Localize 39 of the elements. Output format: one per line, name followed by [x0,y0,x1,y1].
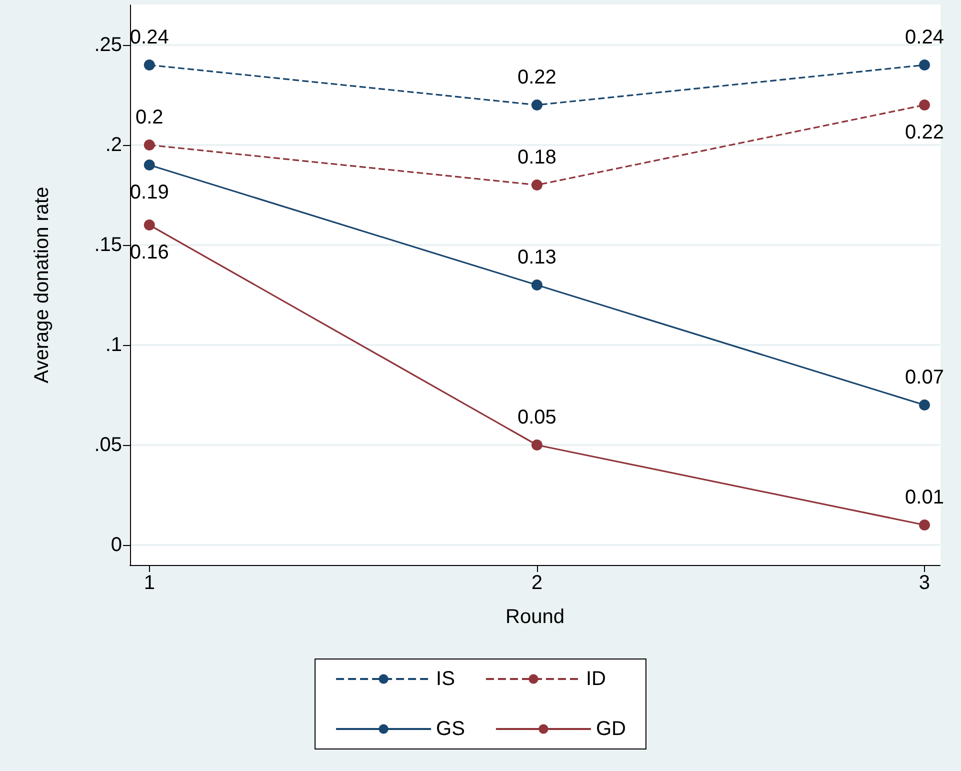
data-label: 0.13 [517,246,556,268]
data-label: 0.2 [135,106,164,128]
data-label: 0.05 [517,406,556,428]
y-tick-label: .25 [94,34,122,56]
point [144,60,155,70]
x-tick-label: 2 [531,572,542,594]
point [531,280,542,290]
y-tick-label: .1 [105,334,122,356]
legend-label: ID [586,668,606,690]
data-label: 0.19 [130,182,169,204]
y-axis-title: Average donation rate [31,186,53,384]
point [144,160,155,170]
y-tick-label: .2 [105,134,122,156]
y-tick-label: 0 [110,534,122,556]
point [531,180,542,190]
point [919,400,930,410]
data-label: 0.24 [905,26,944,48]
y-tick-label: .05 [94,434,122,456]
data-label: 0.22 [517,66,556,88]
point [531,440,542,450]
x-axis-title: Round [506,606,564,628]
point [919,60,930,70]
legend-label: GD [596,718,626,740]
legend-label: IS [436,668,455,690]
point [919,520,930,530]
point [144,220,155,230]
x-tick-label: 1 [144,572,155,594]
data-label: 0.01 [905,486,944,508]
data-label: 0.24 [130,26,169,48]
point [919,100,930,110]
point [144,140,155,150]
data-label: 0.16 [130,242,169,264]
legend-label: GS [436,718,465,740]
point [531,100,542,110]
data-label: 0.18 [517,146,556,168]
x-tick-label: 3 [918,572,930,594]
data-label: 0.22 [905,122,944,144]
y-tick-label: .15 [94,234,122,256]
data-label: 0.07 [905,366,944,388]
